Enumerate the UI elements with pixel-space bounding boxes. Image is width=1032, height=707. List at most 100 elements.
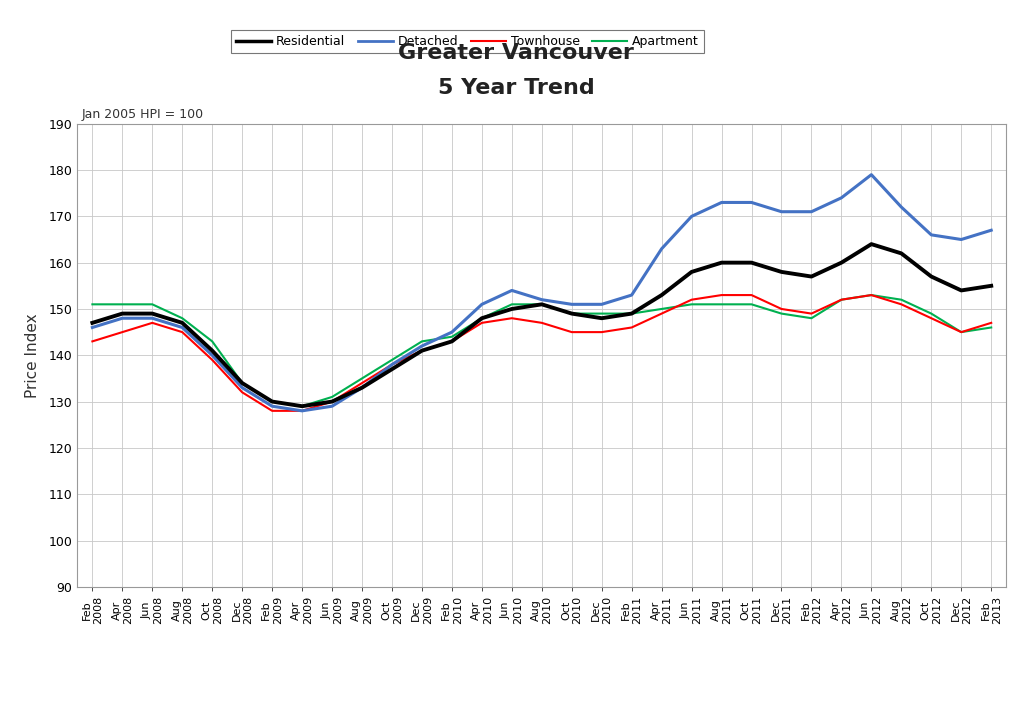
- Apartment: [775, 310, 787, 318]
- Apartment: [685, 300, 698, 308]
- Residential: [446, 337, 458, 346]
- Residential: [595, 314, 608, 322]
- Apartment: [476, 314, 488, 322]
- Detached: [326, 402, 338, 411]
- Residential: [266, 397, 279, 406]
- Apartment: [326, 392, 338, 401]
- Apartment: [805, 314, 817, 322]
- Detached: [625, 291, 638, 299]
- Townhouse: [685, 296, 698, 304]
- Line: Townhouse: Townhouse: [93, 295, 991, 411]
- Detached: [266, 402, 279, 411]
- Townhouse: [117, 328, 129, 337]
- Apartment: [835, 296, 847, 304]
- Townhouse: [206, 356, 219, 364]
- Apartment: [87, 300, 99, 308]
- Residential: [296, 402, 309, 411]
- Legend: Residential, Detached, Townhouse, Apartment: Residential, Detached, Townhouse, Apartm…: [231, 30, 704, 54]
- Residential: [147, 310, 159, 318]
- Detached: [536, 296, 548, 304]
- Townhouse: [266, 407, 279, 415]
- Residential: [236, 379, 249, 387]
- Residential: [476, 314, 488, 322]
- Townhouse: [416, 346, 428, 355]
- Apartment: [117, 300, 129, 308]
- Townhouse: [446, 337, 458, 346]
- Residential: [775, 268, 787, 276]
- Residential: [416, 346, 428, 355]
- Residential: [865, 240, 877, 248]
- Townhouse: [895, 300, 907, 308]
- Apartment: [236, 379, 249, 387]
- Apartment: [147, 300, 159, 308]
- Apartment: [655, 305, 668, 313]
- Residential: [895, 249, 907, 257]
- Apartment: [865, 291, 877, 299]
- Apartment: [925, 310, 937, 318]
- Residential: [625, 310, 638, 318]
- Townhouse: [296, 407, 309, 415]
- Detached: [147, 314, 159, 322]
- Residential: [386, 365, 398, 373]
- Apartment: [506, 300, 518, 308]
- Townhouse: [775, 305, 787, 313]
- Detached: [446, 328, 458, 337]
- Townhouse: [805, 310, 817, 318]
- Detached: [176, 323, 189, 332]
- Detached: [985, 226, 997, 235]
- Detached: [955, 235, 967, 244]
- Detached: [296, 407, 309, 415]
- Line: Apartment: Apartment: [93, 295, 991, 407]
- Detached: [835, 194, 847, 202]
- Residential: [835, 258, 847, 267]
- Detached: [566, 300, 578, 308]
- Text: Jan 2005 HPI = 100: Jan 2005 HPI = 100: [83, 108, 204, 122]
- Apartment: [895, 296, 907, 304]
- Detached: [595, 300, 608, 308]
- Townhouse: [326, 397, 338, 406]
- Residential: [745, 258, 757, 267]
- Detached: [805, 207, 817, 216]
- Apartment: [206, 337, 219, 346]
- Apartment: [985, 323, 997, 332]
- Detached: [655, 245, 668, 253]
- Townhouse: [147, 319, 159, 327]
- Apartment: [446, 332, 458, 341]
- Townhouse: [625, 323, 638, 332]
- Detached: [775, 207, 787, 216]
- Detached: [87, 323, 99, 332]
- Townhouse: [835, 296, 847, 304]
- Detached: [386, 361, 398, 369]
- Apartment: [296, 402, 309, 411]
- Residential: [536, 300, 548, 308]
- Townhouse: [476, 319, 488, 327]
- Apartment: [356, 374, 368, 382]
- Townhouse: [566, 328, 578, 337]
- Residential: [326, 397, 338, 406]
- Townhouse: [745, 291, 757, 299]
- Detached: [895, 203, 907, 211]
- Apartment: [176, 314, 189, 322]
- Detached: [506, 286, 518, 295]
- Detached: [236, 383, 249, 392]
- Text: 5 Year Trend: 5 Year Trend: [438, 78, 594, 98]
- Townhouse: [236, 388, 249, 397]
- Townhouse: [536, 319, 548, 327]
- Townhouse: [715, 291, 728, 299]
- Residential: [925, 272, 937, 281]
- Townhouse: [865, 291, 877, 299]
- Detached: [865, 170, 877, 179]
- Apartment: [715, 300, 728, 308]
- Residential: [356, 383, 368, 392]
- Townhouse: [595, 328, 608, 337]
- Residential: [805, 272, 817, 281]
- Line: Detached: Detached: [93, 175, 991, 411]
- Detached: [715, 198, 728, 206]
- Townhouse: [176, 328, 189, 337]
- Townhouse: [655, 310, 668, 318]
- Apartment: [416, 337, 428, 346]
- Residential: [715, 258, 728, 267]
- Apartment: [566, 310, 578, 318]
- Residential: [655, 291, 668, 299]
- Detached: [416, 341, 428, 350]
